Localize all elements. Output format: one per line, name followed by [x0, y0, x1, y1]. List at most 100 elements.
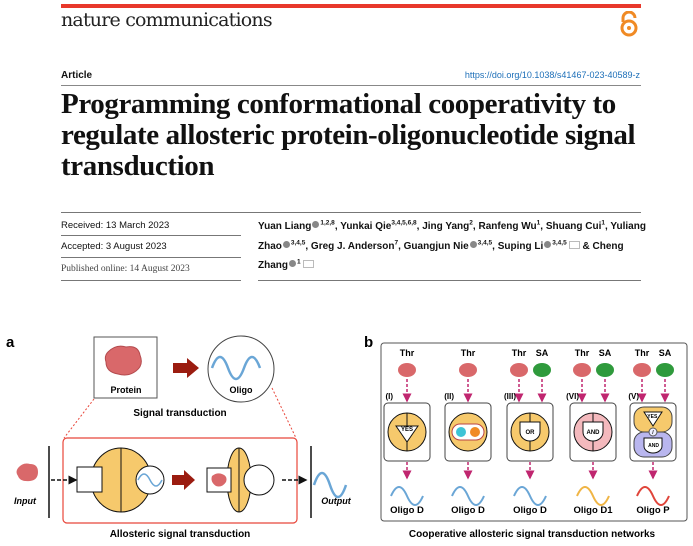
article-type: Article — [61, 70, 93, 81]
protein-icon — [104, 345, 142, 376]
receptor-site — [76, 466, 103, 493]
network-column: Thr SA (III) OR Oligo D — [504, 348, 554, 516]
author-name: Ranfeng Wu — [478, 221, 537, 233]
case-number: (VI) — [566, 392, 579, 401]
affiliation: 1,2,8 — [320, 220, 335, 227]
author-name: Jing Yang — [422, 221, 470, 233]
output-oligo-label: Oligo D1 — [573, 505, 613, 516]
author[interactable]: Jing Yang2, — [422, 220, 478, 233]
divider — [258, 280, 641, 281]
oligo-wave-icon — [576, 486, 610, 506]
author[interactable]: Shuang Cui1, — [545, 220, 611, 233]
author-name: Shuang Cui — [545, 221, 602, 233]
and-gate-icon — [643, 437, 663, 454]
yes-gate-icon — [643, 411, 663, 427]
allosteric-caption: Allosteric signal transduction — [110, 529, 251, 540]
journal-name[interactable]: nature communications — [61, 9, 273, 31]
author[interactable]: Yuliang Zhao 3,4,5, — [258, 221, 646, 251]
author[interactable]: Yunkai Qie3,4,5,6,8, — [340, 220, 423, 233]
author[interactable]: Greg J. Anderson7, — [310, 239, 404, 252]
orcid-icon[interactable] — [312, 221, 320, 229]
affiliation: 3,4,5,6,8 — [391, 220, 417, 227]
thr-protein-icon — [510, 363, 528, 377]
sa-protein-icon — [533, 363, 551, 377]
thr-protein-icon — [633, 363, 651, 377]
input-label: Thr — [400, 348, 415, 358]
gate-label: OR — [526, 430, 536, 436]
oligo-wave-icon — [390, 486, 424, 506]
input-label: Input — [14, 496, 37, 506]
output-oligo-label: Oligo D — [451, 505, 485, 516]
output-oligo-label: Oligo P — [636, 505, 670, 516]
orange-dot — [470, 427, 480, 437]
author-name: Yuan Liang — [258, 221, 312, 233]
author-name: Suping Li — [497, 240, 544, 252]
orcid-icon[interactable] — [289, 259, 296, 267]
protein-label: Protein — [110, 385, 141, 395]
affiliation: 3,4,5 — [552, 239, 567, 247]
divider — [61, 85, 641, 86]
case-number: (V) — [628, 392, 639, 401]
input-label: Thr — [461, 348, 476, 358]
network-column: Thr (I) YES Oligo D — [383, 348, 431, 516]
zoom-guide — [271, 387, 297, 439]
divider — [61, 257, 241, 258]
author[interactable]: Cheng Zhang 1 — [258, 241, 624, 271]
dna-wave-icon — [210, 355, 262, 381]
affiliation: 1 — [536, 220, 541, 227]
oligo-wave-icon — [636, 486, 670, 506]
output-oligo-label: Oligo D — [390, 505, 424, 516]
divider — [61, 280, 241, 281]
email-icon[interactable] — [302, 259, 314, 268]
affiliation: 3,4,5 — [477, 239, 493, 247]
orcid-icon[interactable] — [469, 240, 477, 248]
oligo-wave-icon — [451, 486, 485, 506]
article-title: Programming conformational cooperativity… — [61, 88, 636, 182]
panel-b-label: b — [364, 334, 373, 351]
accepted-date: Accepted: 3 August 2023 — [61, 241, 167, 252]
affiliation: 7 — [394, 239, 399, 247]
output-oligo-label: Oligo D — [513, 505, 547, 516]
oligo-circle — [207, 335, 275, 403]
thr-protein-icon — [573, 363, 591, 377]
panel-a-label: a — [6, 334, 15, 351]
network-column: Thr SA (VI) AND Oligo D1 — [566, 348, 617, 516]
divider — [61, 235, 241, 236]
signal-transduction-caption: Signal transduction — [133, 408, 226, 419]
author[interactable]: Yuan Liang 1,2,8, — [258, 220, 340, 233]
case-number: (II) — [444, 392, 454, 401]
author-list: Yuan Liang 1,2,8, Yunkai Qie3,4,5,6,8, Ji… — [258, 216, 648, 274]
sa-protein-icon — [596, 363, 614, 377]
and-gate-icon — [582, 421, 604, 442]
input-label: Thr — [512, 348, 527, 358]
separator: , — [398, 240, 404, 252]
oligo-wave-icon — [513, 486, 547, 506]
orcid-icon[interactable] — [282, 240, 290, 248]
case-number: (III) — [504, 392, 516, 401]
cyan-dot — [456, 427, 466, 437]
separator: , — [416, 221, 423, 233]
separator: , — [605, 221, 611, 233]
divider — [61, 212, 641, 213]
separator: & — [579, 240, 593, 252]
author-name: Greg J. Anderson — [310, 240, 395, 252]
thr-protein-icon — [459, 363, 477, 377]
author[interactable]: Guangjun Nie 3,4,5, — [404, 239, 498, 251]
network-column: Thr (II) Oligo D — [444, 348, 492, 516]
email-icon[interactable] — [568, 240, 580, 249]
gate-label: YES / AND — [647, 414, 659, 449]
input-label: SA — [659, 348, 672, 358]
sa-protein-icon — [656, 363, 674, 377]
orcid-icon[interactable] — [544, 240, 552, 248]
author[interactable]: Ranfeng Wu1, — [478, 220, 545, 233]
network-column: Thr SA (V) YES / AND Oligo P — [628, 348, 677, 516]
transduction-arrow-icon — [173, 358, 199, 378]
author[interactable]: Suping Li 3,4,5 & — [497, 239, 593, 252]
author-name: Yunkai Qie — [340, 221, 392, 233]
doi-link[interactable]: https://doi.org/10.1038/s41467-023-40589… — [464, 70, 640, 80]
output-dna-icon — [312, 471, 348, 499]
affiliation: 1 — [601, 220, 605, 227]
conformational-arrow-icon — [172, 470, 195, 490]
gate-label: YES — [401, 427, 413, 433]
affiliation: 3,4,5 — [290, 239, 306, 247]
